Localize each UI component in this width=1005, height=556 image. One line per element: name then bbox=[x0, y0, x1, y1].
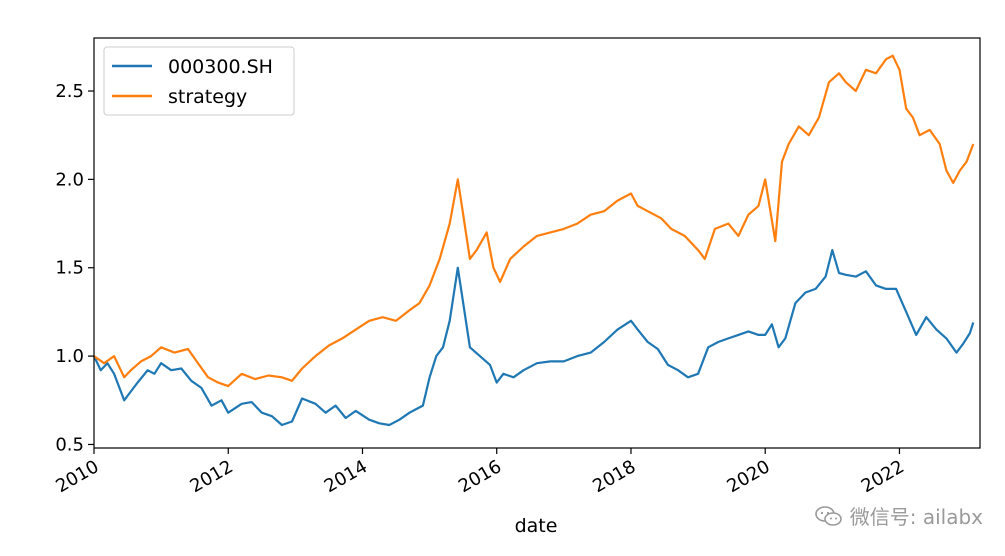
y-axis: 0.5 1.0 1.5 2.0 2.5 bbox=[55, 81, 94, 455]
x-axis-title: date bbox=[515, 515, 558, 537]
legend: 000300.SH strategy bbox=[103, 46, 295, 116]
y-tick-label: 0.5 bbox=[55, 434, 84, 455]
y-tick-label: 1.0 bbox=[55, 346, 84, 367]
legend-label-strategy: strategy bbox=[168, 86, 247, 108]
plot-frame bbox=[93, 37, 981, 449]
y-tick-label: 2.0 bbox=[55, 169, 84, 190]
watermark-text: 微信号: ailabx bbox=[849, 505, 983, 529]
wechat-icon bbox=[814, 505, 842, 526]
y-tick-label: 2.5 bbox=[55, 81, 84, 102]
legend-box bbox=[103, 46, 295, 116]
series-line-strategy bbox=[93, 54, 975, 388]
legend-label-000300sh: 000300.SH bbox=[168, 56, 273, 78]
series-line-000300sh bbox=[93, 249, 975, 427]
series-layer bbox=[93, 54, 975, 427]
y-tick-label: 1.5 bbox=[55, 258, 84, 279]
watermark: 微信号: ailabx bbox=[814, 501, 983, 530]
